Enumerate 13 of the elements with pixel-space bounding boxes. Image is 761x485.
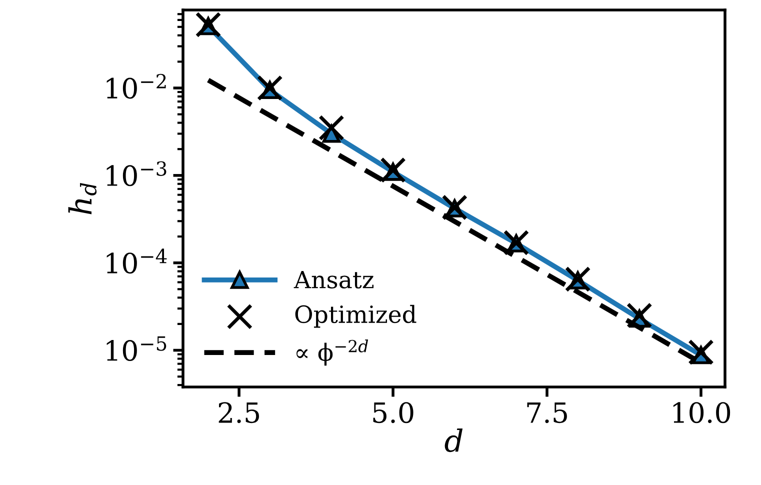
legend-label: Optimized bbox=[295, 304, 416, 328]
x-tick-label: 5.0 bbox=[373, 402, 414, 424]
legend-label: ∝ ϕ$^{−2d}$ bbox=[296, 340, 368, 366]
y-tick-label: 10$^{−4}$ bbox=[106, 248, 167, 274]
y-axis-title: h$_{d}$ bbox=[68, 182, 97, 214]
y-tick-label: 10$^{−2}$ bbox=[106, 74, 166, 99]
x-tick-label: 7.5 bbox=[527, 402, 567, 424]
x-tick-label: 10.0 bbox=[673, 402, 730, 424]
legend-label: Ansatz bbox=[294, 270, 374, 289]
x-axis-title: d bbox=[444, 428, 463, 452]
y-tick-label: 10$^{−3}$ bbox=[106, 161, 166, 186]
y-tick-label: 10$^{−5}$ bbox=[106, 336, 166, 362]
x-tick-label: 2.5 bbox=[218, 402, 259, 424]
